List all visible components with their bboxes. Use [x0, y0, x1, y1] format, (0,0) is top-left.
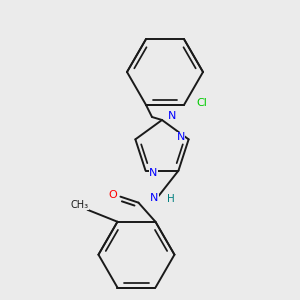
- Text: Cl: Cl: [196, 98, 207, 108]
- Text: N: N: [176, 132, 185, 142]
- Text: N: N: [149, 168, 158, 178]
- Text: O: O: [108, 190, 117, 200]
- Text: N: N: [168, 111, 176, 121]
- Text: N: N: [150, 193, 159, 203]
- Text: CH₃: CH₃: [70, 200, 88, 210]
- Text: H: H: [167, 194, 174, 204]
